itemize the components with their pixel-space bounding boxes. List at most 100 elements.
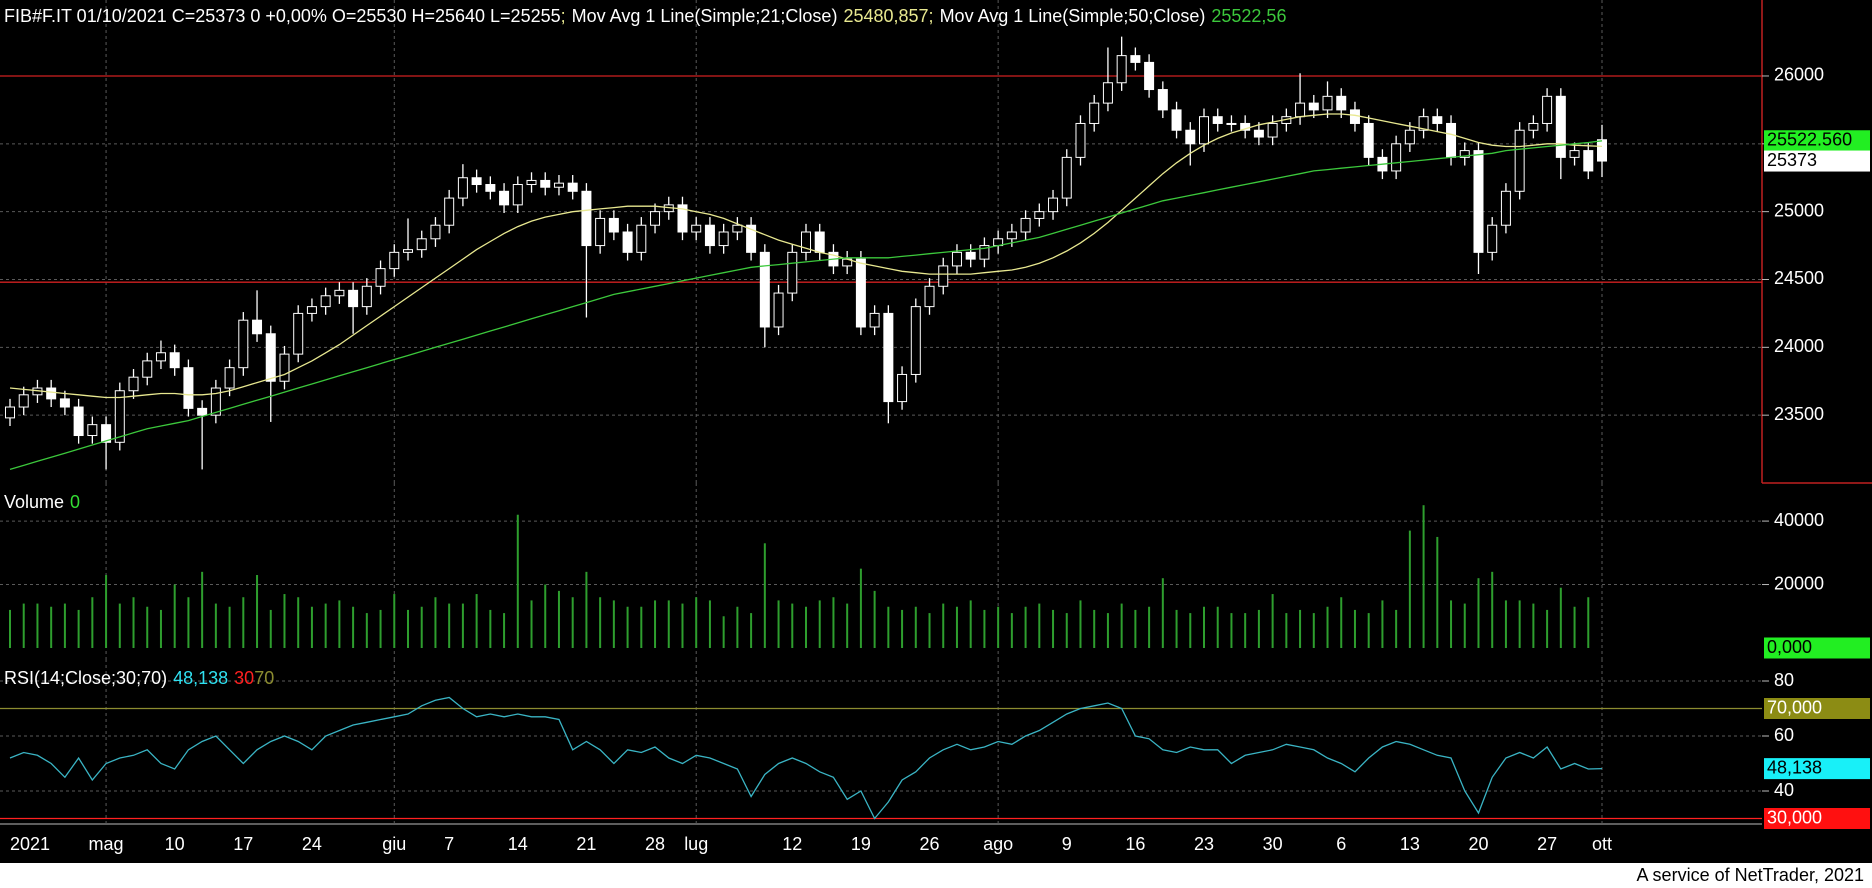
y-tick-label: 24000 <box>1774 336 1824 356</box>
volume-bar <box>77 609 80 648</box>
candle-body <box>855 258 866 328</box>
volume-bar <box>914 606 917 648</box>
volume-bar <box>640 606 643 648</box>
volume-bar <box>1010 613 1013 648</box>
volume-bar <box>1408 530 1411 648</box>
x-tick-label: 10 <box>165 834 185 854</box>
candle-body <box>1569 150 1580 158</box>
candle-body <box>526 179 537 186</box>
volume-bar <box>1216 606 1219 648</box>
candle-body <box>1089 102 1100 124</box>
volume-last-label: 0,000 <box>1767 637 1812 657</box>
x-tick-label: lug <box>684 834 708 854</box>
volume-bar <box>599 597 602 648</box>
candle-body <box>512 184 523 206</box>
volume-bar <box>1436 536 1439 648</box>
moving-average-line <box>9 113 1603 399</box>
panel-title: Volume <box>4 492 64 512</box>
volume-bar <box>310 606 313 648</box>
candle-body <box>197 407 208 416</box>
legend-separator: ; <box>561 6 566 26</box>
x-tick-label: mag <box>89 834 124 854</box>
candle-body <box>759 251 770 328</box>
volume-bar <box>1422 505 1425 648</box>
legend-separator: ; <box>929 6 934 26</box>
candle-body <box>1555 95 1566 158</box>
volume-bar <box>475 594 478 648</box>
volume-bar <box>750 613 753 648</box>
candle-body <box>1171 109 1182 131</box>
candle-body <box>1048 197 1059 213</box>
candle-body <box>1075 122 1086 158</box>
level-label-box <box>1764 808 1870 829</box>
panel-value: 0 <box>70 492 80 512</box>
candle-body <box>787 251 798 294</box>
volume-bar <box>832 597 835 648</box>
volume-bar <box>461 603 464 648</box>
volume-bar <box>297 597 300 648</box>
volume-bar <box>544 584 547 648</box>
volume-bar <box>763 543 766 648</box>
volume-bar <box>1463 603 1466 648</box>
y-tick-label: 23500 <box>1774 404 1824 424</box>
volume-bar <box>928 613 931 648</box>
level-title: 70 <box>254 668 274 688</box>
candle-body <box>1116 55 1127 84</box>
level-label: 30,000 <box>1767 807 1822 827</box>
y-tick-label: 20000 <box>1774 573 1824 593</box>
moving-average-line <box>9 140 1603 471</box>
volume-bar <box>612 600 615 648</box>
candle-body <box>1597 139 1607 162</box>
volume-bar <box>91 597 94 648</box>
volume-bar <box>201 571 204 648</box>
candle-body <box>1391 143 1402 172</box>
volume-bar <box>393 594 396 648</box>
candle-body <box>677 204 688 233</box>
volume-bar <box>132 597 135 648</box>
ma-last-label-box <box>1764 130 1870 152</box>
candle-body <box>210 387 221 416</box>
volume-bar <box>1450 600 1453 648</box>
candle-body <box>169 352 180 369</box>
candle-body <box>1144 61 1155 91</box>
candle-body <box>1212 116 1223 124</box>
rsi-last-label-box <box>1764 758 1870 780</box>
volume-bar <box>1326 606 1329 648</box>
candle-body <box>1267 122 1278 138</box>
volume-bar <box>187 597 190 648</box>
volume-bar <box>1518 600 1521 648</box>
volume-bar <box>63 603 66 648</box>
candle-body <box>1528 122 1539 131</box>
volume-bar <box>805 606 807 648</box>
volume-bar <box>22 603 25 648</box>
candle-body <box>142 360 153 378</box>
volume-bar <box>1312 613 1315 648</box>
volume-bar <box>681 603 684 648</box>
candle-body <box>732 224 743 233</box>
y-tick-label: 25000 <box>1774 200 1824 220</box>
volume-bar <box>1504 600 1507 648</box>
level-title: 30 <box>234 668 254 688</box>
legend-name: Mov Avg 1 Line(Simple;50;Close) <box>940 6 1206 26</box>
volume-bar <box>955 606 958 648</box>
x-tick-label: 17 <box>233 834 253 854</box>
candle-body <box>910 306 921 375</box>
candle-body <box>457 177 468 199</box>
panel-header: RSI(14;Close;30;70) 48,138 3070 <box>4 668 274 688</box>
candle-body <box>403 249 413 253</box>
volume-bar <box>352 606 355 648</box>
volume-bar <box>557 590 560 648</box>
x-tick-label: 2021 <box>10 834 50 854</box>
candle-body <box>1308 102 1319 111</box>
volume-bar <box>722 616 725 648</box>
volume-bar <box>420 606 423 648</box>
volume-bar <box>1546 609 1549 648</box>
x-tick-label: 6 <box>1336 834 1346 854</box>
volume-bar <box>256 575 259 648</box>
volume-bar <box>1587 597 1590 648</box>
candle-body <box>1514 129 1525 192</box>
volume-last-label-box <box>1764 637 1870 659</box>
y-tick-label: 24500 <box>1774 268 1824 288</box>
